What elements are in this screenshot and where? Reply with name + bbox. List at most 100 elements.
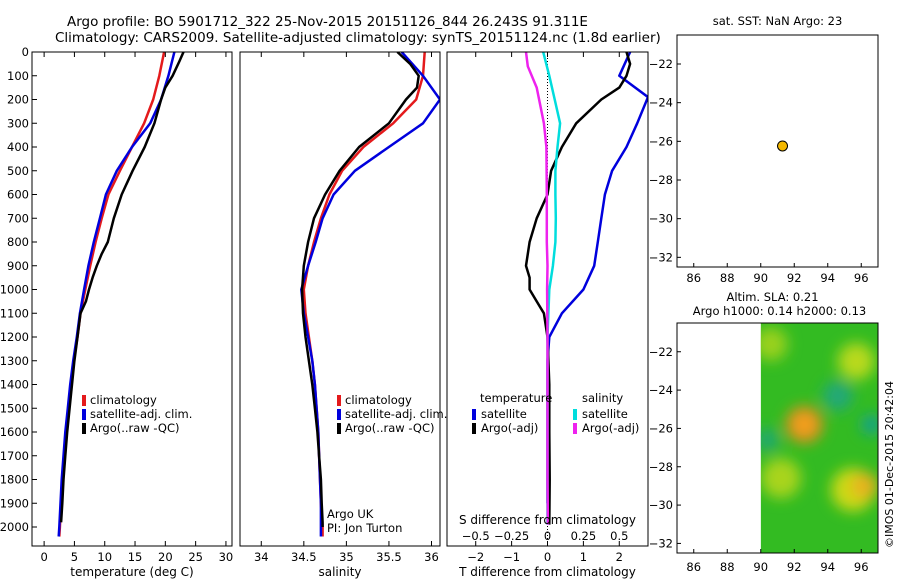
temp-series-line-2 <box>59 52 185 523</box>
temp-x-tick-label: 20 <box>158 550 173 564</box>
depth-tick-label: 600 <box>7 188 29 202</box>
sla-anomaly-blob-9 <box>760 428 780 452</box>
sla-map-y-tick-label: −32 <box>649 536 673 550</box>
depth-tick-label: 1800 <box>0 473 29 487</box>
diff-x-tick-label: −1 <box>503 550 520 564</box>
temp-legend-label-2: Argo(..raw -QC) <box>90 421 180 435</box>
temp-x-tick-label: 0 <box>40 550 47 564</box>
depth-tick-label: 0 <box>22 45 29 59</box>
sla-anomaly-blob-6 <box>760 458 801 499</box>
temp-series-line-1 <box>57 52 176 537</box>
sst-map-x-tick-label: 90 <box>753 271 768 285</box>
salinity-profile-panel: 34 34.5 35 35.5 36 salinity climatologysatelli… <box>239 51 447 579</box>
sal-x-axis-label: salinity <box>318 565 361 579</box>
sla-field-group <box>760 323 878 553</box>
depth-tick-label: 1900 <box>0 496 29 510</box>
sal-x-tick-label: 35 <box>339 550 354 564</box>
depth-tick-label: 300 <box>7 116 29 130</box>
sst-map-frame <box>676 34 879 268</box>
diff-series-line-0 <box>546 52 648 504</box>
sla-anomaly-blob-8 <box>861 414 878 435</box>
diff-top-tick-label: −0.5 <box>462 529 490 543</box>
diff-top-tick-label: −0.25 <box>494 529 529 543</box>
difference-profile-panel: −2 −1 0 1 2T difference from climatology temp… <box>446 51 649 579</box>
diff-x-tick-label: 1 <box>580 550 587 564</box>
sal-legend-swatch-2 <box>337 423 341 434</box>
sla-map-title-line-1: Altim. SLA: 0.21 <box>726 290 818 304</box>
diff-x-axis-label: T difference from climatology <box>458 565 636 579</box>
depth-tick-label: 200 <box>7 93 29 107</box>
sal-series-line-2 <box>300 52 420 527</box>
diff-top-tick-label: 0 <box>544 529 551 543</box>
title-line-1: Argo profile: BO 5901712_322 25-Nov-2015… <box>67 14 588 30</box>
diff-series-line-3 <box>524 52 550 525</box>
figure-titles: Argo profile: BO 5901712_322 25-Nov-2015… <box>55 14 661 46</box>
depth-tick-label: 100 <box>7 69 29 83</box>
sal-legend-label-2: Argo(..raw -QC) <box>345 421 435 435</box>
temp-x-axis-label: temperature (deg C) <box>70 565 193 579</box>
depth-tick-label: 500 <box>7 164 29 178</box>
diff-series-line-2 <box>541 52 562 525</box>
diff-legend-label-2: satellite <box>582 407 628 421</box>
sst-map-x-tick-label: 88 <box>720 271 735 285</box>
depth-tick-label: 1500 <box>0 401 29 415</box>
depth-tick-label: 900 <box>7 259 29 273</box>
depth-tick-label: 1700 <box>0 449 29 463</box>
diff-legend-label-1: Argo(-adj) <box>481 421 538 435</box>
diff-legend-swatch-0 <box>472 409 476 420</box>
sla-map-y-tick-label: −28 <box>649 460 673 474</box>
sst-map-y-tick-label: −24 <box>649 96 673 110</box>
sal-x-tick-label: 34 <box>254 550 269 564</box>
data-source-note-1: PI: Jon Turton <box>327 521 402 535</box>
sal-frame <box>239 51 441 547</box>
temp-legend-swatch-0 <box>82 395 86 406</box>
diff-legend-label-3: Argo(-adj) <box>582 421 639 435</box>
sla-anomaly-blob-4 <box>837 342 875 380</box>
sla-map-y-tick-label: −26 <box>649 421 673 435</box>
temp-x-tick-label: 5 <box>71 550 78 564</box>
temp-legend-swatch-2 <box>82 423 86 434</box>
depth-tick-label: 1600 <box>0 425 29 439</box>
sla-map-x-tick-label: 86 <box>686 560 701 574</box>
sla-anomaly-blob-5 <box>760 327 788 361</box>
sla-map-y-tick-label: −22 <box>649 345 673 359</box>
depth-tick-label: 1400 <box>0 378 29 392</box>
sal-series-line-1 <box>300 52 440 537</box>
diff-top-axis-label: S difference from climatology <box>459 513 636 527</box>
sla-blob-group <box>760 327 878 512</box>
diff-legend-swatch-2 <box>573 409 577 420</box>
sal-legend-label-1: satellite-adj. clim. <box>345 407 447 421</box>
sst-map-x-tick-label: 94 <box>820 271 835 285</box>
diff-series-group <box>524 52 648 525</box>
sal-x-tick-label: 36 <box>424 550 439 564</box>
sal-legend-label-0: climatology <box>345 393 412 407</box>
sal-x-tick-label: 35.5 <box>376 550 402 564</box>
sla-map-x-tick-label: 96 <box>854 560 869 574</box>
sal-series-line-0 <box>302 52 426 537</box>
temp-legend-label-0: climatology <box>90 393 157 407</box>
diff-legend-swatch-3 <box>573 423 577 434</box>
sst-map-y-tick-label: −26 <box>649 134 673 148</box>
sst-map-x-tick-label: 86 <box>686 271 701 285</box>
title-line-2: Climatology: CARS2009. Satellite-adjuste… <box>55 30 661 46</box>
temp-frame <box>31 51 233 547</box>
sst-map-panel: sat. SST: NaN Argo: 23 86 88 90 92 94 96 −22 −24… <box>649 14 879 285</box>
sst-map-y-tick-label: −28 <box>649 173 673 187</box>
depth-tick-label: 2000 <box>0 520 29 534</box>
diff-series-line-1 <box>524 52 632 525</box>
sla-map-y-tick-label: −24 <box>649 383 673 397</box>
sla-map-x-tick-label: 88 <box>720 560 735 574</box>
temp-x-tick-label: 15 <box>128 550 143 564</box>
sla-map-x-tick-label: 90 <box>753 560 768 574</box>
diff-legend-swatch-1 <box>472 423 476 434</box>
depth-tick-label: 1100 <box>0 306 29 320</box>
argo-float-location-marker <box>777 140 789 152</box>
depth-tick-label: 1200 <box>0 330 29 344</box>
sst-map-x-tick-label: 96 <box>854 271 869 285</box>
sst-map-y-tick-label: −30 <box>649 212 673 226</box>
diff-legend-header-temperature: temperature <box>480 391 552 405</box>
sst-map-y-tick-label: −22 <box>649 57 673 71</box>
temp-series-group <box>57 52 185 537</box>
